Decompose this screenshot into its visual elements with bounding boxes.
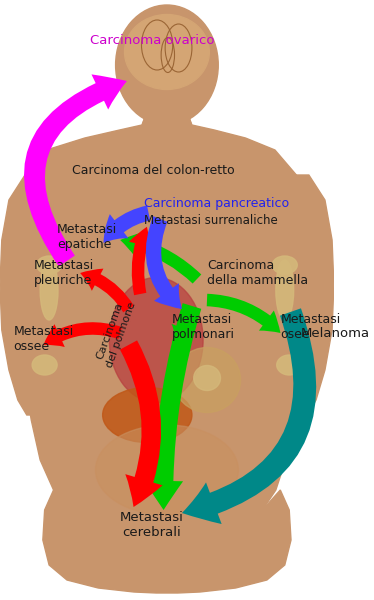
Ellipse shape (125, 14, 209, 89)
Polygon shape (43, 490, 291, 593)
FancyArrowPatch shape (129, 227, 153, 295)
Ellipse shape (109, 277, 203, 403)
Polygon shape (139, 118, 194, 135)
FancyArrowPatch shape (43, 322, 122, 347)
Text: Metastasi
osee: Metastasi osee (280, 313, 341, 341)
Text: Metastasi surrenaliche: Metastasi surrenaliche (144, 214, 277, 227)
Ellipse shape (276, 260, 294, 320)
Text: Metastasi
epatiche: Metastasi epatiche (57, 223, 117, 251)
Polygon shape (285, 175, 334, 415)
FancyArrowPatch shape (146, 216, 182, 309)
Ellipse shape (32, 355, 57, 375)
FancyArrowPatch shape (24, 74, 127, 266)
Polygon shape (16, 118, 305, 528)
FancyArrowPatch shape (207, 294, 280, 333)
Ellipse shape (37, 256, 62, 274)
Text: Metastasi
pleuriche: Metastasi pleuriche (33, 259, 94, 287)
Ellipse shape (116, 5, 218, 125)
Ellipse shape (102, 388, 192, 443)
FancyArrowPatch shape (120, 340, 163, 507)
Ellipse shape (277, 355, 302, 375)
Text: Metastasi
polmonari: Metastasi polmonari (172, 313, 235, 341)
Text: Metastasi
cerebrali: Metastasi cerebrali (120, 511, 184, 539)
FancyArrowPatch shape (104, 206, 150, 243)
Text: Melanoma: Melanoma (300, 326, 370, 340)
Ellipse shape (95, 425, 238, 515)
Text: Carcinoma del colon-retto: Carcinoma del colon-retto (72, 164, 235, 178)
Text: Carcinoma pancreatico: Carcinoma pancreatico (144, 197, 289, 211)
Ellipse shape (194, 365, 221, 391)
Text: Carcinoma ovarico: Carcinoma ovarico (90, 34, 214, 47)
FancyArrowPatch shape (144, 303, 201, 510)
Polygon shape (0, 175, 49, 415)
FancyArrowPatch shape (182, 308, 316, 524)
FancyArrowPatch shape (80, 269, 134, 312)
FancyArrowPatch shape (120, 232, 201, 284)
FancyArrowPatch shape (172, 315, 195, 343)
Text: Carcinoma
della mammella: Carcinoma della mammella (207, 259, 308, 287)
Text: Carcinoma
del polmone: Carcinoma del polmone (93, 297, 137, 369)
Ellipse shape (40, 260, 58, 320)
Text: Metastasi
ossee: Metastasi ossee (13, 325, 74, 353)
Ellipse shape (174, 347, 240, 413)
Ellipse shape (272, 256, 297, 274)
